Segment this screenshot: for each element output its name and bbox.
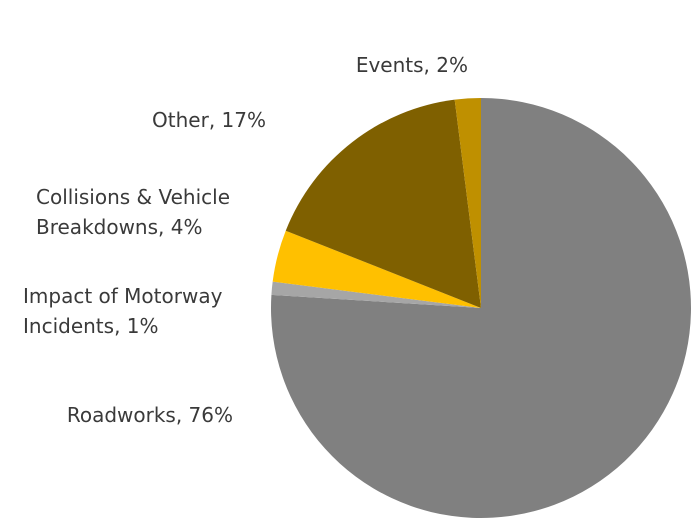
- slice-label-events: Events, 2%: [356, 53, 468, 77]
- slice-label-other: Other, 17%: [152, 108, 266, 132]
- pie-slice-roadworks: [271, 98, 692, 518]
- pie-slice-other: [285, 99, 481, 308]
- slice-label-roadworks: Roadworks, 76%: [67, 403, 233, 427]
- pie-slice-collisions-vehicle-breakdowns: [272, 230, 481, 308]
- slice-label-impact-of-motorway-incidents: Impact of Motorway Incidents, 1%: [23, 284, 223, 338]
- slice-label-collisions-vehicle-breakdowns: Collisions & Vehicle Breakdowns, 4%: [36, 185, 230, 239]
- pie-slice-events: [454, 98, 481, 308]
- pie-slice-impact-of-motorway-incidents: [271, 281, 481, 308]
